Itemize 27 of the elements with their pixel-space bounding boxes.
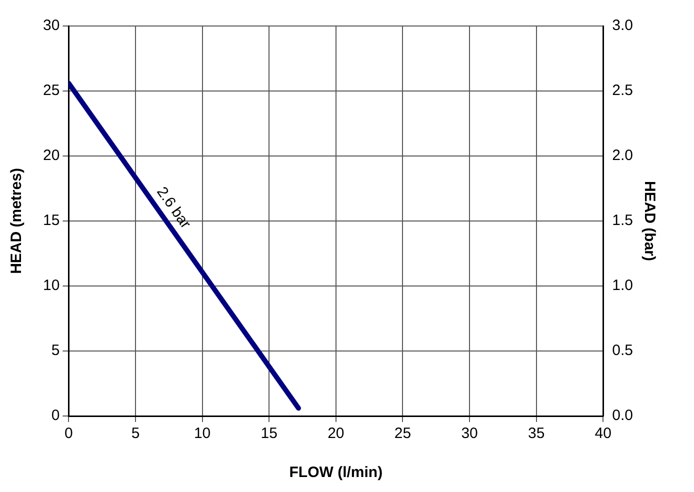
x-axis-title: FLOW (l/min) (289, 464, 383, 482)
y2-tick-label: 1.0 (612, 277, 634, 294)
y2-tick-label: 2.5 (612, 82, 634, 100)
x-tick-label: 20 (328, 425, 344, 442)
y2-axis-title: HEAD (bar) (640, 180, 658, 262)
x-tick-label: 40 (594, 425, 612, 442)
y2-tick-label: 2.0 (612, 147, 634, 164)
x-tick-label: 5 (131, 425, 140, 442)
y-tick-label: 10 (42, 277, 60, 294)
y2-tick-label: 1.5 (612, 212, 634, 230)
y-tick-label: 15 (42, 212, 60, 230)
y-axis-title: HEAD (metres) (8, 168, 26, 274)
y2-tick-label: 0.0 (612, 407, 634, 424)
x-tick-label: 25 (394, 425, 412, 442)
x-tick-label: 10 (194, 425, 211, 442)
x-tick-label: 0 (64, 425, 73, 442)
y-tick-label: 20 (42, 147, 60, 164)
x-tick-label: 30 (461, 425, 478, 442)
y-tick-label: 25 (42, 82, 60, 100)
y-tick-label: 0 (51, 407, 60, 424)
x-tick-label: 15 (260, 425, 278, 442)
y-tick-label: 30 (42, 17, 60, 34)
x-tick-label: 35 (528, 425, 545, 442)
annotation: 2.6 bar (153, 184, 194, 232)
y2-tick-label: 3.0 (612, 17, 634, 34)
y-tick-label: 5 (51, 342, 60, 360)
y2-tick-label: 0.5 (612, 342, 634, 360)
